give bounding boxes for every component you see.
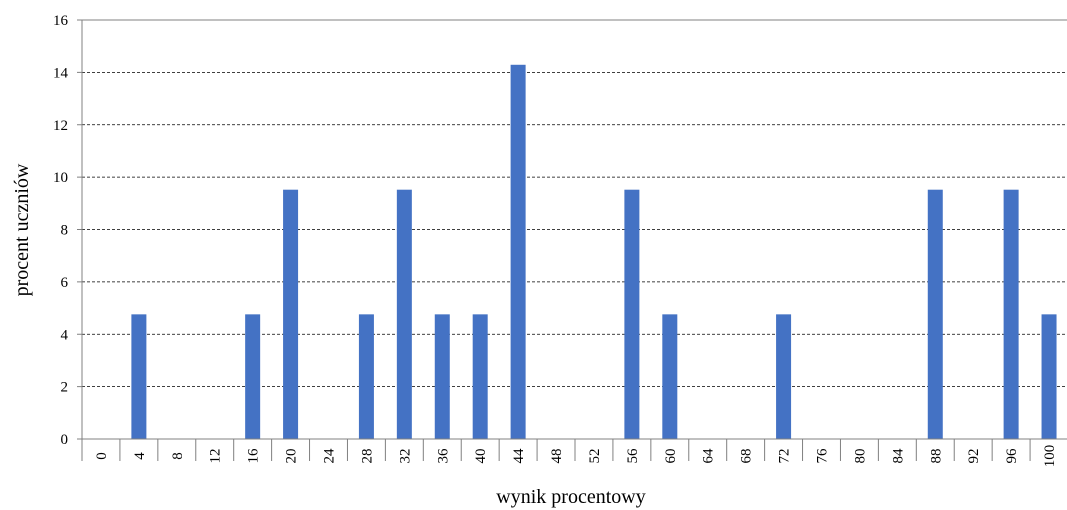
x-tick-label: 92 xyxy=(966,449,982,464)
x-tick-label: 60 xyxy=(663,449,679,464)
bar xyxy=(358,314,374,439)
x-tick-labels: 0 4 8 12 16 20 24 28 32 36 40 44 48 52 56 60 64 68 72 76 80 8… xyxy=(94,445,1058,468)
x-axis-title: wynik procentowy xyxy=(496,486,645,508)
x-tick-label: 16 xyxy=(246,448,262,464)
x-tick-label: 40 xyxy=(473,449,489,464)
bar xyxy=(624,189,640,439)
x-tick-label: 88 xyxy=(928,449,944,464)
bar xyxy=(662,314,678,439)
bar xyxy=(396,189,412,439)
bar xyxy=(245,314,261,439)
y-tick-label: 10 xyxy=(53,170,68,186)
x-tick-label: 100 xyxy=(1042,445,1058,468)
x-tick-label: 4 xyxy=(132,452,148,460)
x-tick-label: 76 xyxy=(815,448,831,464)
y-tick-label: 12 xyxy=(53,118,68,134)
x-tick-label: 24 xyxy=(322,448,338,464)
bar xyxy=(927,189,943,439)
bar xyxy=(434,314,450,439)
x-tick-label: 84 xyxy=(890,448,906,464)
y-tick-label: 4 xyxy=(61,327,69,343)
x-tick-label: 20 xyxy=(284,449,300,464)
axes xyxy=(77,19,1067,461)
x-tick-label: 52 xyxy=(587,449,603,464)
x-tick-label: 80 xyxy=(852,449,868,464)
x-tick-label: 64 xyxy=(701,448,717,464)
x-tick-label: 8 xyxy=(170,452,186,460)
y-tick-label: 6 xyxy=(61,275,69,291)
y-tick-label: 14 xyxy=(53,65,69,81)
x-tick-label: 72 xyxy=(777,449,793,464)
y-tick-labels: 0 2 4 6 8 10 12 14 16 xyxy=(53,13,69,448)
gridlines xyxy=(82,19,1067,388)
x-tick-label: 28 xyxy=(359,449,375,464)
x-tick-label: 48 xyxy=(549,449,565,464)
x-tick-label: 96 xyxy=(1004,448,1020,464)
bar xyxy=(131,314,147,439)
y-tick-label: 2 xyxy=(61,380,69,396)
bar xyxy=(510,64,526,439)
x-tick-label: 0 xyxy=(94,452,110,460)
bars xyxy=(131,64,1057,439)
y-tick-label: 16 xyxy=(53,13,69,29)
bar xyxy=(776,314,792,439)
bar xyxy=(1003,189,1019,439)
x-tick-label: 68 xyxy=(739,449,755,464)
y-tick-label: 8 xyxy=(61,223,69,239)
y-tick-label: 0 xyxy=(61,432,69,448)
bar xyxy=(472,314,488,439)
bar xyxy=(1041,314,1057,439)
x-tick-label: 36 xyxy=(435,448,451,464)
x-tick-label: 56 xyxy=(625,448,641,464)
x-tick-label: 32 xyxy=(397,449,413,464)
x-tick-label: 44 xyxy=(511,448,527,464)
y-axis-title: procent uczniów xyxy=(11,163,33,296)
bar xyxy=(283,189,299,439)
x-tick-label: 12 xyxy=(208,449,224,464)
